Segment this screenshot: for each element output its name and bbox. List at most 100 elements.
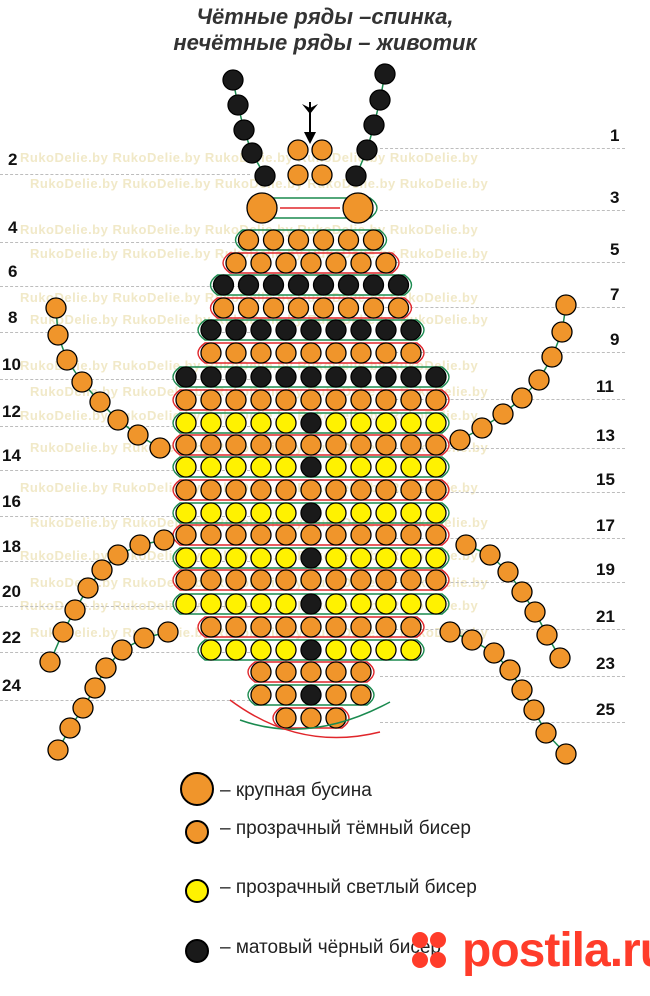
leg-bead bbox=[89, 391, 111, 413]
thread-loop bbox=[272, 707, 350, 729]
dark-bead bbox=[200, 524, 222, 546]
thread-loop bbox=[234, 229, 388, 251]
row-guide-line bbox=[380, 210, 625, 211]
antenna-bead bbox=[227, 94, 249, 116]
dark-bead bbox=[350, 389, 372, 411]
black-bead bbox=[325, 366, 347, 388]
light-bead bbox=[225, 412, 247, 434]
light-bead bbox=[350, 412, 372, 434]
dark-bead bbox=[325, 684, 347, 706]
dark-bead bbox=[375, 342, 397, 364]
dark-bead bbox=[350, 684, 372, 706]
light-bead bbox=[275, 502, 297, 524]
dark-bead bbox=[200, 342, 222, 364]
leg-bead bbox=[511, 387, 533, 409]
light-bead bbox=[400, 412, 422, 434]
light-bead bbox=[325, 547, 347, 569]
black-bead bbox=[375, 319, 397, 341]
black-bead bbox=[275, 366, 297, 388]
light-bead bbox=[225, 639, 247, 661]
title-line-1: Чётные ряды –спинка, bbox=[196, 4, 454, 29]
row-label-right: 11 bbox=[596, 377, 614, 396]
row-label-left: 10 bbox=[2, 355, 21, 374]
antenna-bead bbox=[241, 142, 263, 164]
light-bead bbox=[400, 456, 422, 478]
row-label-left: 12 bbox=[2, 402, 21, 421]
dark-bead bbox=[400, 524, 422, 546]
dark-bead bbox=[300, 389, 322, 411]
dark-bead bbox=[425, 524, 447, 546]
leg-bead bbox=[157, 621, 179, 643]
leg-bead bbox=[64, 599, 86, 621]
leg-bead bbox=[149, 437, 171, 459]
dark-bead bbox=[325, 569, 347, 591]
thread-loop bbox=[172, 412, 450, 434]
dark-bead bbox=[425, 389, 447, 411]
light-bead bbox=[425, 547, 447, 569]
light-bead bbox=[375, 547, 397, 569]
antenna-bead bbox=[222, 69, 244, 91]
thread-loop bbox=[172, 569, 450, 591]
black-bead bbox=[300, 456, 322, 478]
dark-bead bbox=[200, 569, 222, 591]
dark-bead bbox=[325, 342, 347, 364]
dark-bead bbox=[375, 524, 397, 546]
dark-bead bbox=[350, 524, 372, 546]
dark-bead bbox=[325, 661, 347, 683]
dark-bead bbox=[262, 297, 285, 319]
antenna-bead bbox=[233, 119, 255, 141]
row-guide-line bbox=[0, 516, 250, 517]
dark-bead bbox=[250, 434, 272, 456]
row-label-right: 23 bbox=[596, 654, 615, 673]
dark-bead bbox=[300, 569, 322, 591]
leg-bead bbox=[129, 534, 151, 556]
dark-bead bbox=[350, 661, 372, 683]
black-bead bbox=[312, 274, 335, 296]
large-bead-swatch bbox=[180, 772, 214, 806]
dark-bead bbox=[325, 252, 347, 274]
thread-loop bbox=[172, 593, 450, 615]
light-bead bbox=[350, 593, 372, 615]
dark-bead bbox=[262, 229, 285, 251]
row-guide-line bbox=[380, 722, 625, 723]
dark-bead bbox=[237, 297, 260, 319]
dark-bead bbox=[387, 297, 410, 319]
black-bead bbox=[400, 319, 422, 341]
row-label-left: 20 bbox=[2, 582, 21, 601]
legend-text-light: – прозрачный светлый бисер bbox=[220, 877, 477, 898]
black-bead bbox=[350, 366, 372, 388]
light-bead bbox=[375, 502, 397, 524]
dark-bead bbox=[175, 569, 197, 591]
black-bead bbox=[200, 366, 222, 388]
row-guide-line bbox=[0, 379, 250, 380]
leg-bead bbox=[84, 677, 106, 699]
leg-bead bbox=[449, 429, 471, 451]
thread-loop bbox=[172, 502, 450, 524]
leg-bead bbox=[497, 561, 519, 583]
leg-bead bbox=[59, 717, 81, 739]
light-bead bbox=[175, 412, 197, 434]
thread-loop bbox=[222, 252, 400, 274]
dark-bead bbox=[275, 707, 297, 729]
brand-text: postila.ru bbox=[462, 924, 650, 977]
leg-bead bbox=[535, 722, 557, 744]
thread-loop bbox=[172, 366, 450, 388]
light-bead bbox=[400, 593, 422, 615]
leg-bead bbox=[56, 349, 78, 371]
dark-bead bbox=[375, 569, 397, 591]
black-bead bbox=[200, 319, 222, 341]
dark-bead bbox=[300, 479, 322, 501]
dark-bead bbox=[275, 434, 297, 456]
dark-bead bbox=[375, 252, 397, 274]
dark-bead bbox=[325, 434, 347, 456]
leg-bead bbox=[511, 581, 533, 603]
row-label-right: 7 bbox=[610, 285, 620, 304]
dark-bead bbox=[275, 661, 297, 683]
dark-bead bbox=[375, 479, 397, 501]
row-label-right: 5 bbox=[610, 240, 620, 259]
light-bead bbox=[275, 639, 297, 661]
leg-bead bbox=[47, 739, 69, 761]
row-label-left: 24 bbox=[2, 676, 21, 695]
dark-bead bbox=[175, 389, 197, 411]
light-bead bbox=[225, 502, 247, 524]
